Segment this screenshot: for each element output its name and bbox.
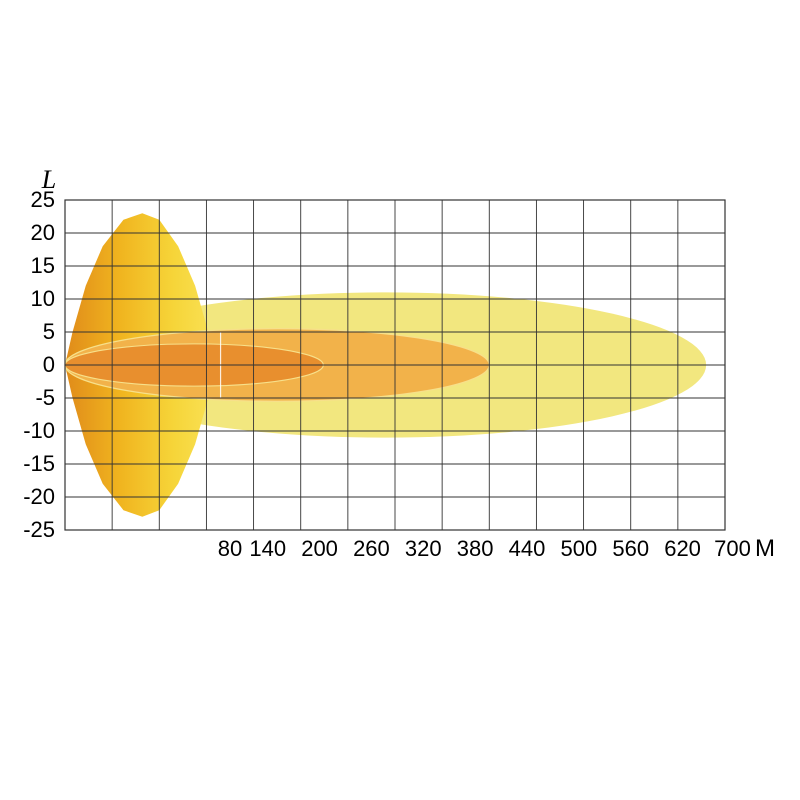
- y-tick-label: -25: [23, 517, 55, 542]
- x-tick-label: 320: [405, 536, 442, 561]
- y-tick-label: 25: [31, 187, 55, 212]
- x-tick-label: 380: [457, 536, 494, 561]
- x-tick-label: 700: [714, 536, 751, 561]
- y-tick-label: -5: [35, 385, 55, 410]
- x-tick-label: 80: [218, 536, 242, 561]
- y-tick-label: 20: [31, 220, 55, 245]
- light-distribution-chart: L2520151050-5-10-15-20-25801402002603203…: [0, 0, 800, 800]
- x-tick-label: 200: [301, 536, 338, 561]
- y-tick-label: 5: [43, 319, 55, 344]
- y-tick-label: -15: [23, 451, 55, 476]
- y-tick-label: 0: [43, 352, 55, 377]
- x-tick-label: 560: [612, 536, 649, 561]
- y-tick-label: -10: [23, 418, 55, 443]
- x-tick-label: 500: [560, 536, 597, 561]
- chart-svg: L2520151050-5-10-15-20-25801402002603203…: [0, 0, 800, 800]
- x-tick-label: 440: [509, 536, 546, 561]
- x-axis-unit: M: [755, 535, 775, 562]
- y-tick-label: -20: [23, 484, 55, 509]
- y-tick-label: 10: [31, 286, 55, 311]
- x-tick-label: 260: [353, 536, 390, 561]
- x-tick-label: 620: [664, 536, 701, 561]
- x-tick-label: 140: [249, 536, 286, 561]
- y-tick-label: 15: [31, 253, 55, 278]
